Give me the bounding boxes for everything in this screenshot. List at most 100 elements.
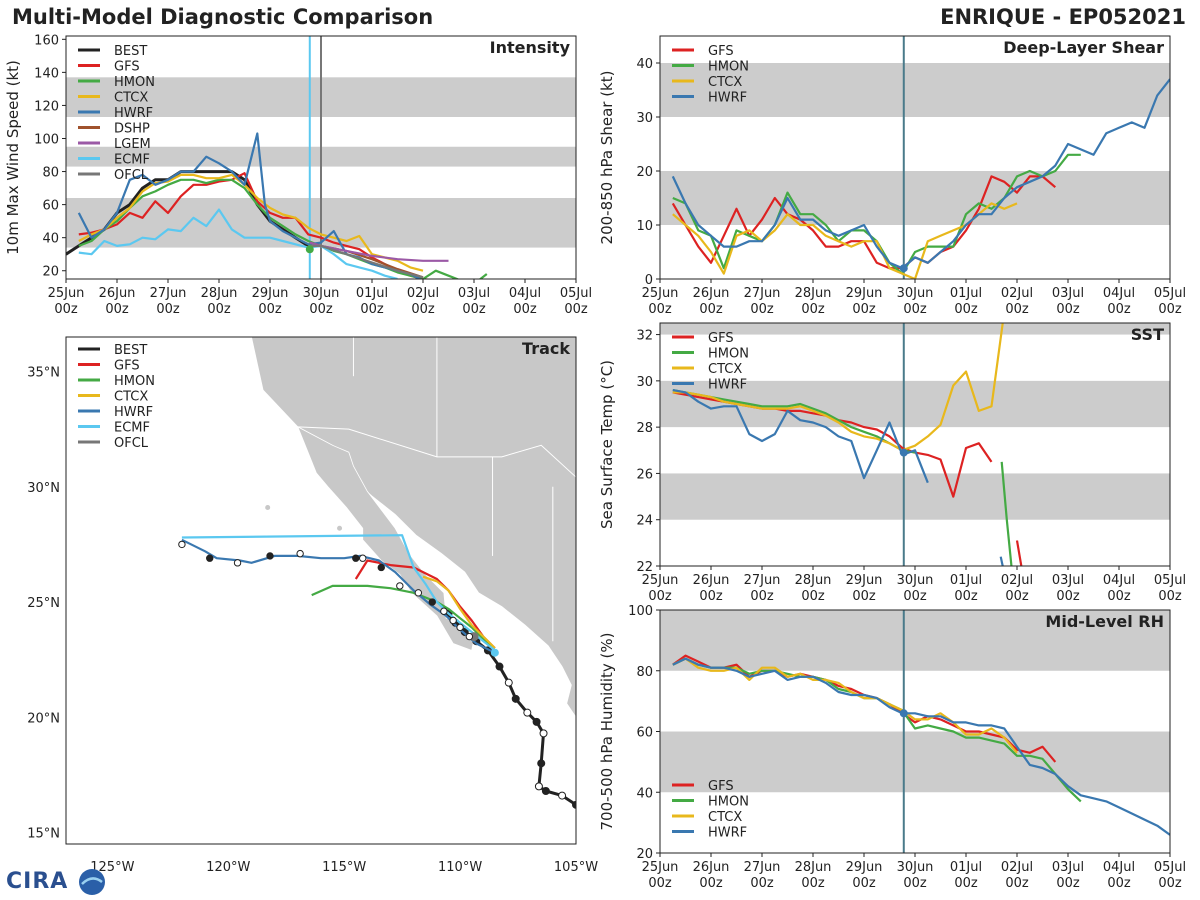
legend-label: CTCX bbox=[708, 810, 742, 825]
x-tick-label: 03Jul bbox=[1052, 860, 1084, 875]
x-tick-label: 03Jul bbox=[458, 286, 490, 301]
legend-label: CTCX bbox=[114, 390, 148, 405]
y-tick-label: 120 bbox=[34, 99, 59, 114]
lon-tick-label: 110°W bbox=[438, 860, 482, 875]
border-line bbox=[297, 426, 576, 478]
x-tick-label: 00z bbox=[1005, 589, 1029, 604]
x-tick-label: 30Jun bbox=[897, 286, 934, 301]
current-position-marker bbox=[490, 648, 499, 657]
forecast-marker bbox=[266, 552, 274, 560]
x-tick-label: 00z bbox=[648, 876, 672, 891]
threshold-band bbox=[660, 171, 1170, 225]
x-tick-label: 25Jun bbox=[642, 286, 679, 301]
panel-title: SST bbox=[1131, 325, 1164, 344]
logo-globe-icon bbox=[79, 869, 105, 895]
x-tick-label: 04Jul bbox=[1103, 573, 1135, 588]
x-tick-label: 27Jun bbox=[744, 860, 781, 875]
plot-area bbox=[660, 610, 1170, 853]
x-tick-label: 00z bbox=[1158, 876, 1182, 891]
series-ecmf-line bbox=[78, 208, 398, 279]
x-tick-label: 29Jun bbox=[252, 286, 289, 301]
y-tick-label: 32 bbox=[636, 329, 653, 344]
x-tick-label: 05Jul bbox=[560, 286, 592, 301]
forecast-marker bbox=[449, 616, 457, 625]
forecast-marker bbox=[359, 554, 367, 562]
panel-title: Deep-Layer Shear bbox=[1003, 38, 1164, 57]
x-tick-label: 00z bbox=[1005, 876, 1029, 891]
x-tick-label: 00z bbox=[156, 302, 180, 317]
x-tick-label: 25Jun bbox=[48, 286, 85, 301]
legend-label: OFCL bbox=[114, 436, 149, 451]
y-tick-label: 22 bbox=[636, 560, 653, 575]
x-tick-label: 00z bbox=[903, 302, 927, 317]
x-tick-label: 28Jun bbox=[795, 860, 832, 875]
x-tick-label: 00z bbox=[105, 302, 129, 317]
x-tick-label: 01Jul bbox=[356, 286, 388, 301]
x-tick-label: 00z bbox=[954, 876, 978, 891]
x-tick-label: 25Jun bbox=[642, 860, 679, 875]
init-marker bbox=[899, 448, 908, 457]
forecast-marker bbox=[465, 632, 474, 641]
x-tick-label: 25Jun bbox=[642, 573, 679, 588]
series-hwrf-line bbox=[671, 78, 1170, 270]
y-tick-label: 28 bbox=[636, 421, 653, 436]
legend-label: GFS bbox=[114, 359, 140, 374]
x-tick-label: 00z bbox=[1158, 589, 1182, 604]
forecast-marker bbox=[233, 559, 242, 567]
threshold-band bbox=[660, 610, 1170, 671]
lat-tick-label: 30°N bbox=[27, 481, 60, 496]
series-hwrf-line bbox=[672, 389, 929, 484]
y-tick-label: 20 bbox=[42, 265, 59, 280]
legend-label: HWRF bbox=[114, 405, 153, 420]
y-tick-label: 10 bbox=[636, 219, 653, 234]
storm-id-title: ENRIQUE - EP052021 bbox=[940, 5, 1186, 29]
legend-label: OFCL bbox=[114, 168, 149, 183]
best-track-marker bbox=[539, 729, 548, 738]
best-track-marker bbox=[541, 786, 550, 795]
threshold-band bbox=[660, 63, 1170, 117]
plot-area bbox=[66, 36, 576, 279]
lat-tick-label: 35°N bbox=[27, 366, 60, 381]
lat-tick-label: 25°N bbox=[27, 596, 60, 611]
x-tick-label: 28Jun bbox=[201, 286, 238, 301]
forecast-marker bbox=[440, 607, 448, 615]
y-tick-label: 100 bbox=[628, 604, 653, 619]
x-tick-label: 00z bbox=[801, 589, 825, 604]
x-tick-label: 00z bbox=[1107, 302, 1131, 317]
forecast-marker bbox=[428, 598, 436, 606]
x-tick-label: 26Jun bbox=[693, 286, 730, 301]
init-marker bbox=[899, 264, 908, 273]
y-tick-label: 60 bbox=[636, 726, 653, 741]
x-tick-label: 04Jul bbox=[1103, 860, 1135, 875]
y-axis-label: 700-500 hPa Humidity (%) bbox=[598, 632, 616, 830]
x-tick-label: 05Jul bbox=[1154, 860, 1186, 875]
x-tick-label: 00z bbox=[801, 302, 825, 317]
best-track-marker bbox=[523, 708, 532, 717]
map-area bbox=[66, 337, 576, 844]
x-tick-label: 00z bbox=[309, 302, 333, 317]
legend-label: ECMF bbox=[114, 421, 150, 436]
y-tick-label: 0 bbox=[645, 273, 653, 288]
legend-label: HWRF bbox=[708, 378, 747, 393]
series-ctcx-line bbox=[672, 202, 1018, 279]
legend-label: LGEM bbox=[114, 137, 151, 152]
x-tick-label: 00z bbox=[564, 302, 588, 317]
x-tick-label: 26Jun bbox=[693, 573, 730, 588]
x-tick-label: 00z bbox=[513, 302, 537, 317]
x-tick-label: 00z bbox=[699, 589, 723, 604]
x-tick-label: 00z bbox=[1056, 876, 1080, 891]
chart-sst: 22242628303225Jun00z26Jun00z27Jun00z28Ju… bbox=[598, 322, 1186, 604]
legend-label: GFS bbox=[114, 60, 140, 75]
chart-track: 125°W 120°W 115°W 110°W 105°W 15°N 20°N 25°N 30°… bbox=[27, 336, 598, 875]
legend-label: HWRF bbox=[114, 106, 153, 121]
x-tick-label: 00z bbox=[1005, 302, 1029, 317]
legend-label: CTCX bbox=[114, 91, 148, 106]
best-track-marker bbox=[504, 678, 513, 687]
lon-tick-label: 125°W bbox=[90, 860, 134, 875]
x-tick-label: 29Jun bbox=[846, 573, 883, 588]
forecast-marker bbox=[178, 540, 186, 549]
island bbox=[395, 502, 400, 508]
x-tick-label: 00z bbox=[462, 302, 486, 317]
legend-label: HWRF bbox=[708, 826, 747, 841]
x-tick-label: 28Jun bbox=[795, 286, 832, 301]
